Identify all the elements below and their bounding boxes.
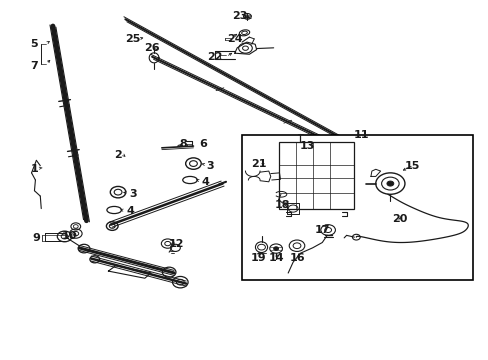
Text: 13: 13 <box>300 141 315 151</box>
Text: 14: 14 <box>268 253 284 263</box>
Text: 21: 21 <box>251 159 266 169</box>
Circle shape <box>273 247 278 250</box>
Text: 19: 19 <box>250 253 265 263</box>
Text: 1: 1 <box>31 164 38 174</box>
Text: 17: 17 <box>314 225 329 235</box>
Text: 6: 6 <box>199 139 207 149</box>
Text: 10: 10 <box>61 231 77 242</box>
Text: 16: 16 <box>289 253 305 263</box>
Text: 2: 2 <box>114 150 122 160</box>
Text: 12: 12 <box>168 239 184 249</box>
Text: 5: 5 <box>31 39 38 49</box>
Text: 26: 26 <box>144 43 160 53</box>
Text: 23: 23 <box>231 11 247 21</box>
Text: 8: 8 <box>180 139 187 149</box>
Text: 3: 3 <box>206 161 214 171</box>
Text: 4: 4 <box>126 206 134 216</box>
Text: 20: 20 <box>391 214 407 224</box>
Text: 11: 11 <box>353 130 368 140</box>
Text: 4: 4 <box>201 177 209 187</box>
Text: 15: 15 <box>404 161 419 171</box>
Text: 18: 18 <box>274 200 289 210</box>
Text: 7: 7 <box>31 61 38 71</box>
Bar <box>242 135 472 280</box>
Bar <box>278 143 353 208</box>
Text: 24: 24 <box>226 34 242 44</box>
Text: 22: 22 <box>207 52 223 62</box>
Text: 25: 25 <box>125 34 140 44</box>
Text: 9: 9 <box>32 233 40 243</box>
Circle shape <box>386 181 393 186</box>
Text: 3: 3 <box>129 189 136 199</box>
